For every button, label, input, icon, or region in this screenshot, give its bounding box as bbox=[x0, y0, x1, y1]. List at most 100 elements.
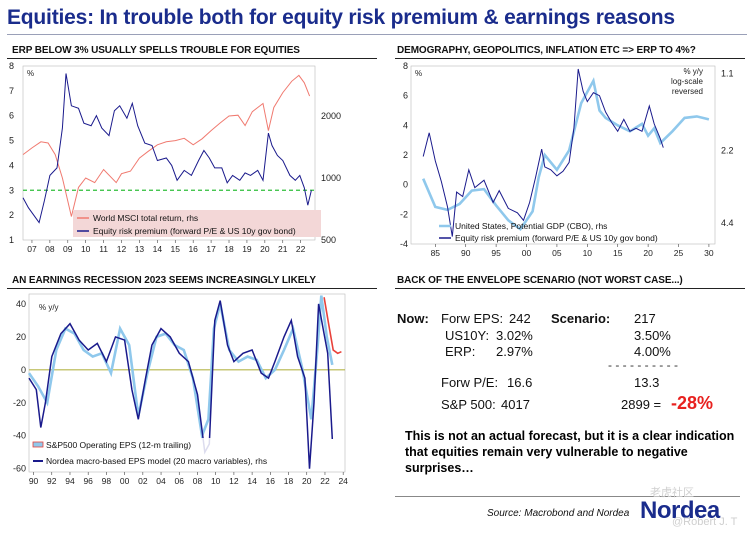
x-tick-label: 04 bbox=[156, 476, 166, 486]
demography-chart: -4 -2 0 2 4 6 8% 1.1 2.2 4.4 % y/ylog-scalereverse… bbox=[400, 61, 734, 258]
panel-3-rule bbox=[7, 288, 377, 289]
x-tick-label: 90 bbox=[461, 248, 471, 258]
x-tick-label: 85 bbox=[431, 248, 441, 258]
row-us10y-label: US10Y: bbox=[445, 328, 490, 343]
x-tick-label: 09 bbox=[63, 244, 73, 254]
y-tick-label-right: 4.4 bbox=[721, 218, 734, 228]
y-tick-label-left: 6 bbox=[9, 111, 14, 121]
disclaimer-note: This is not an actual forecast, but it i… bbox=[405, 429, 735, 475]
panel-2-title: DEMOGRAPHY, GEOPOLITICS, INFLATION ETC =… bbox=[397, 45, 696, 56]
legend-label-msci: World MSCI total return, rhs bbox=[93, 213, 198, 223]
panel-1-title: ERP BELOW 3% USUALLY SPELLS TROUBLE FOR … bbox=[12, 45, 300, 56]
y-tick-label-right: 2.2 bbox=[721, 146, 734, 156]
x-tick-label: 14 bbox=[153, 244, 163, 254]
row-sp-scen: 2899 = bbox=[621, 397, 662, 412]
row-sp-now: 4017 bbox=[501, 397, 530, 412]
x-tick-label: 92 bbox=[47, 476, 57, 486]
x-tick-label: 13 bbox=[135, 244, 145, 254]
y-tick-label-left: 1 bbox=[9, 235, 14, 245]
unit-label-right: log-scale bbox=[671, 77, 704, 86]
y-tick-label-left: 0 bbox=[403, 180, 408, 190]
x-tick-label: 94 bbox=[65, 476, 75, 486]
row-us10y-scen: 3.50% bbox=[634, 328, 671, 343]
x-tick-label: 96 bbox=[83, 476, 93, 486]
plot-frame bbox=[410, 65, 716, 245]
x-tick-label: 21 bbox=[278, 244, 288, 254]
legend-box bbox=[31, 438, 279, 468]
legend-label-erp: Equity risk premium (forward P/E & US 10… bbox=[93, 226, 296, 236]
row-eps-label: Forw EPS: bbox=[441, 311, 504, 326]
x-tick-label: 10 bbox=[211, 476, 221, 486]
y-tick-label-left: -2 bbox=[400, 209, 408, 219]
unit-label: % bbox=[27, 69, 34, 78]
row-erp-now: 2.97% bbox=[496, 344, 533, 359]
y-tick-label-left: 2 bbox=[403, 150, 408, 160]
x-tick-label: 24 bbox=[338, 476, 348, 486]
erp-line bbox=[422, 68, 664, 237]
y-tick-label-left: 7 bbox=[9, 86, 14, 96]
x-tick-label: 20 bbox=[643, 248, 653, 258]
legend-label-model: Nordea macro-based EPS model (20 macro v… bbox=[46, 456, 267, 466]
panel-3-title: AN EARNINGS RECESSION 2023 SEEMS INCREAS… bbox=[12, 275, 316, 286]
title-rule bbox=[7, 34, 747, 35]
potential-gdp-line bbox=[422, 77, 710, 232]
x-tick-label: 10 bbox=[81, 244, 91, 254]
row-pe-scen: 13.3 bbox=[634, 375, 660, 390]
watermark-text: 老虎社区 bbox=[650, 487, 694, 499]
plot-frame bbox=[22, 65, 316, 241]
erp-line bbox=[22, 73, 312, 224]
x-tick-label: 12 bbox=[229, 476, 239, 486]
x-tick-label: 25 bbox=[674, 248, 684, 258]
x-tick-label: 19 bbox=[242, 244, 252, 254]
y-tick-label-left: 2 bbox=[9, 210, 14, 220]
panel-4-title: BACK OF THE ENVELOPE SCENARIO (NOT WORST… bbox=[397, 275, 683, 286]
x-tick-label: 00 bbox=[522, 248, 532, 258]
row-us10y-now: 3.02% bbox=[496, 328, 533, 343]
unit-label: % y/y bbox=[39, 303, 59, 312]
change-value: -28% bbox=[671, 393, 714, 413]
forecast-line bbox=[323, 297, 342, 355]
row-sp-label: S&P 500: bbox=[441, 397, 496, 412]
panel-2-rule bbox=[395, 58, 745, 59]
row-eps-now: 242 bbox=[509, 311, 531, 326]
x-tick-label: 18 bbox=[224, 244, 234, 254]
x-tick-label: 08 bbox=[45, 244, 55, 254]
y-tick-label-left: 4 bbox=[403, 120, 408, 130]
panel-1-rule bbox=[7, 58, 377, 59]
x-tick-label: 14 bbox=[247, 476, 257, 486]
y-tick-label-left: -4 bbox=[400, 239, 408, 249]
x-tick-label: 15 bbox=[613, 248, 623, 258]
legend-box bbox=[73, 210, 321, 237]
x-tick-label: 11 bbox=[99, 244, 108, 254]
watermark-handle: @Robert J. T bbox=[672, 516, 738, 528]
x-tick-label: 18 bbox=[284, 476, 294, 486]
x-tick-label: 95 bbox=[491, 248, 501, 258]
x-tick-label: 22 bbox=[320, 476, 330, 486]
row-pe-label: Forw P/E: bbox=[441, 375, 499, 390]
row-pe-now: 16.6 bbox=[507, 375, 533, 390]
x-tick-label: 05 bbox=[552, 248, 562, 258]
x-tick-label: 90 bbox=[29, 476, 39, 486]
earnings-chart: -60 -40 -20 0 20 40 % y/y 90 92 94 96 98 00 02 04 06 08 1… bbox=[13, 293, 348, 486]
plot-frame bbox=[28, 293, 346, 473]
x-tick-label: 20 bbox=[302, 476, 312, 486]
y-tick-label-left: 8 bbox=[9, 61, 14, 71]
source-text: Source: Macrobond and Nordea bbox=[487, 508, 630, 519]
y-tick-label-right: 2000 bbox=[321, 111, 341, 121]
y-tick-label-left: -40 bbox=[13, 431, 26, 441]
x-tick-label: 08 bbox=[193, 476, 203, 486]
x-tick-label: 17 bbox=[206, 244, 216, 254]
x-tick-label: 16 bbox=[188, 244, 198, 254]
y-tick-label-left: 3 bbox=[9, 185, 14, 195]
x-tick-label: 22 bbox=[296, 244, 306, 254]
y-tick-label-left: 20 bbox=[16, 332, 26, 342]
y-tick-label-left: 0 bbox=[21, 365, 26, 375]
x-tick-label: 07 bbox=[27, 244, 37, 254]
legend-swatch-sp500 bbox=[32, 441, 44, 448]
y-tick-label-right: 1.1 bbox=[721, 68, 734, 78]
y-tick-label-left: 4 bbox=[9, 160, 14, 170]
y-tick-label-right: 500 bbox=[321, 235, 336, 245]
row-erp-label: ERP: bbox=[445, 344, 476, 359]
row-eps-scen: 217 bbox=[634, 311, 656, 326]
